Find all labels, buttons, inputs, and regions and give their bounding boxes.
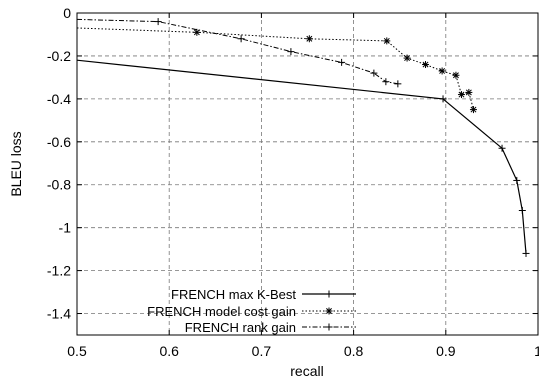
series-1 <box>76 59 530 257</box>
data-point <box>522 249 530 257</box>
data-point <box>382 78 390 86</box>
series-3 <box>76 18 402 88</box>
y-tick-label: -0.4 <box>47 91 71 107</box>
data-point <box>465 88 473 96</box>
series-layer <box>76 18 530 257</box>
data-point <box>439 95 447 103</box>
series-line <box>76 18 398 85</box>
y-tick-label: -0.2 <box>47 48 71 64</box>
ticks: 0.5 0.6 0.7 0.8 0.9 1 0 -0.2 -0.4 -0.6 -0.8 -1 -1.2 -… <box>47 5 539 359</box>
data-point <box>438 67 446 75</box>
legend-marker <box>325 290 333 298</box>
data-point <box>287 48 295 56</box>
marker-stroke <box>383 37 390 44</box>
y-tick-label: -1 <box>59 220 72 236</box>
marker-stroke <box>326 308 332 314</box>
marker-stroke <box>439 68 446 74</box>
data-point <box>370 69 378 77</box>
data-point <box>469 106 477 114</box>
x-tick-label: 0.9 <box>436 343 456 359</box>
y-tick-label: -0.6 <box>47 134 71 150</box>
y-axis-label: BLEU loss <box>8 131 24 196</box>
legend-label: FRENCH rank gain <box>185 320 296 335</box>
marker-stroke <box>465 89 472 96</box>
data-point <box>513 176 521 184</box>
marker-stroke <box>452 72 459 79</box>
data-point <box>457 91 465 99</box>
y-tick-label: -1.2 <box>47 263 71 279</box>
data-point <box>422 61 430 69</box>
data-point <box>305 35 313 43</box>
data-point <box>154 18 162 26</box>
legend-marker <box>325 307 333 315</box>
y-tick-label: -0.8 <box>47 177 71 193</box>
data-point <box>498 144 506 152</box>
data-point <box>403 54 411 62</box>
grid <box>77 13 538 335</box>
marker-stroke <box>470 106 477 113</box>
series-2 <box>76 27 477 114</box>
marker-stroke <box>306 35 313 42</box>
data-point <box>383 37 391 45</box>
data-point <box>452 71 460 79</box>
legend: FRENCH max K-Best FRENCH model cost gainF… <box>147 287 356 335</box>
marker-stroke <box>458 91 465 98</box>
x-tick-label: 0.8 <box>344 343 364 359</box>
x-tick-label: 0.7 <box>252 343 272 359</box>
plot-frame <box>76 12 539 336</box>
legend-label: FRENCH model cost gain <box>147 304 296 319</box>
data-point <box>518 206 526 214</box>
marker-stroke <box>422 61 429 68</box>
data-point <box>237 35 245 43</box>
legend-label: FRENCH max K-Best <box>171 287 296 302</box>
y-tick-label: -1.4 <box>47 306 71 322</box>
legend-marker <box>325 323 333 331</box>
x-tick-label: 0.5 <box>67 343 87 359</box>
y-tick-label: 0 <box>63 5 71 21</box>
x-tick-label: 0.6 <box>159 343 179 359</box>
marker-stroke <box>193 29 200 36</box>
x-axis-label: recall <box>290 363 323 379</box>
data-point <box>193 28 201 36</box>
series-line <box>76 59 527 254</box>
marker-stroke <box>404 55 411 62</box>
data-point <box>394 80 402 88</box>
data-point <box>338 58 346 66</box>
x-tick-label: 1 <box>534 343 539 359</box>
